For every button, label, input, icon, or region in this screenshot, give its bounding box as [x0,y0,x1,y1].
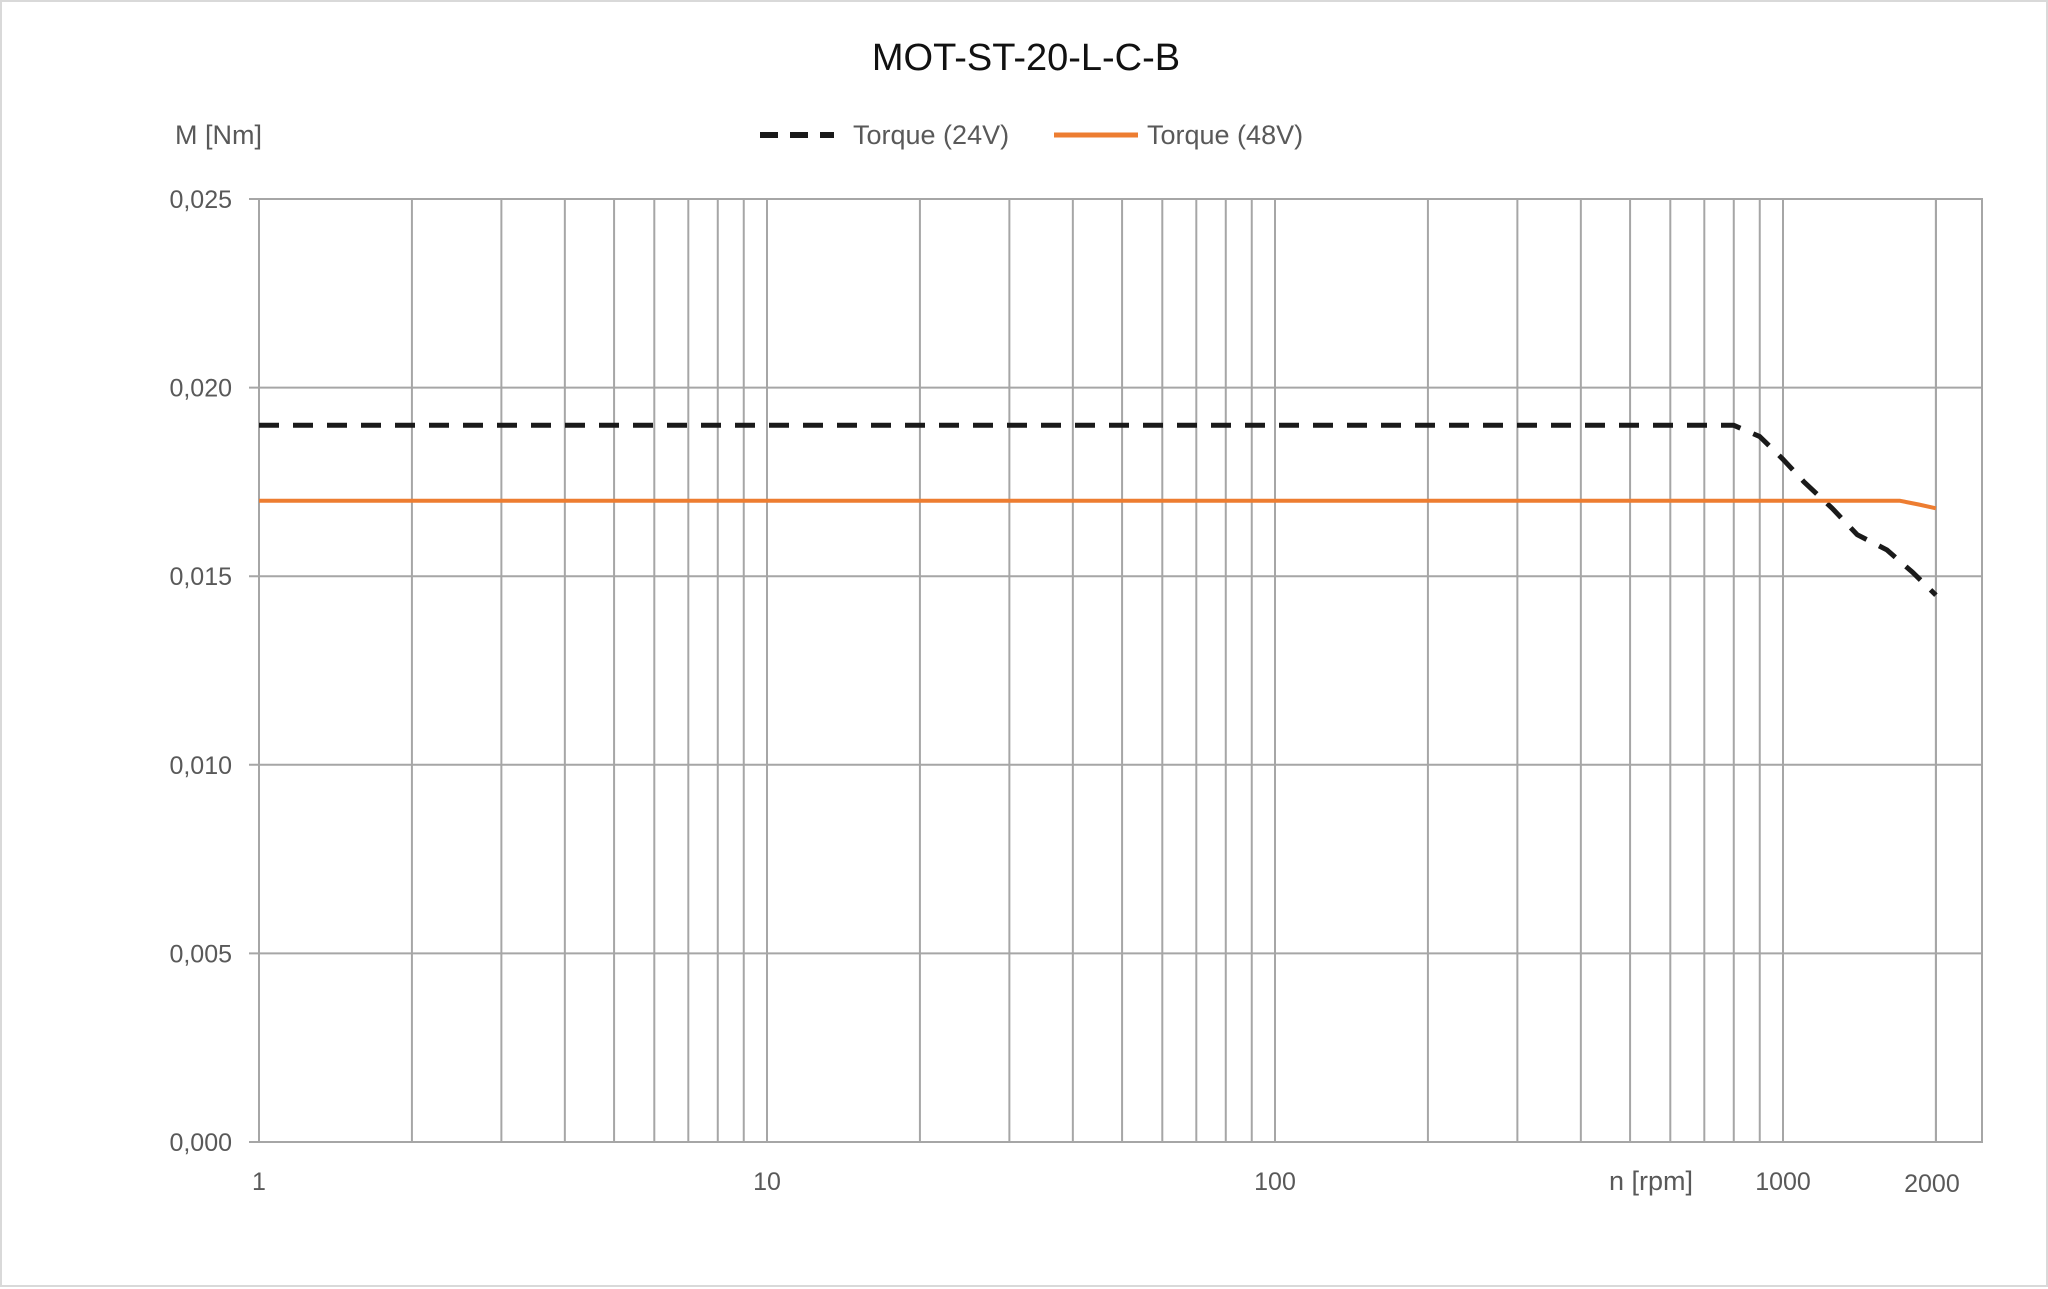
legend: Torque (24V) Torque (48V) [760,120,1303,150]
y-tick-label: 0,020 [169,375,232,403]
grid-layer [249,198,1983,1143]
chart-title: MOT-ST-20-L-C-B [872,37,1180,79]
plot-border [258,198,1983,1143]
series-line-48v [259,498,1937,511]
x-axis-label: n [rpm] [1609,1166,1693,1196]
y-tick-label: 0,010 [169,752,232,780]
y-tick-label: 0,025 [169,186,232,214]
legend-label-48v: Torque (48V) [1147,120,1303,150]
x-tick-label: 1000 [1755,1168,1811,1196]
series-line-24v [259,422,1938,597]
y-tick-label: 0,000 [169,1129,232,1157]
y-tick-label: 0,005 [169,940,232,968]
tick-layer: 0,000 0,005 0,010 0,015 0,020 0,025 1 10 100 1000… [169,186,1959,1198]
x-tick-label: 1 [252,1168,266,1196]
y-tick-label: 0,015 [169,563,232,591]
x-tick-label: 10 [753,1168,781,1196]
series-layer [259,422,1938,597]
y-axis-label: M [Nm] [175,120,262,150]
legend-label-24v: Torque (24V) [853,120,1009,150]
x-tick-label: 100 [1254,1168,1296,1196]
x-tick-label: 2000 [1904,1170,1960,1198]
